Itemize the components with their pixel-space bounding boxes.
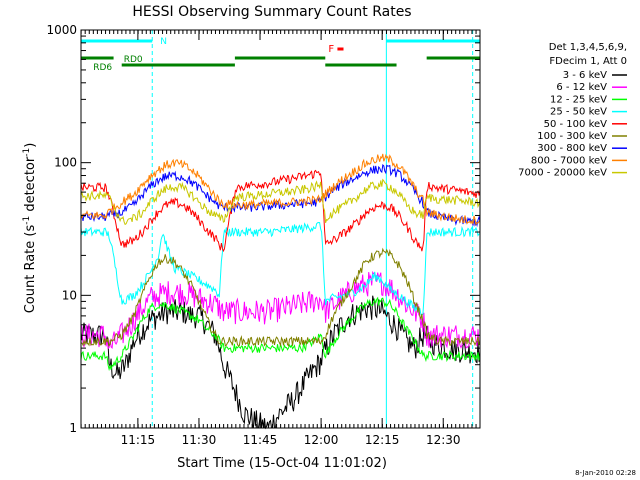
y-tick-label: 10 — [62, 288, 77, 302]
series-line — [80, 178, 481, 226]
axes: 1 10 100 1000 11:15 11:30 11:45 12:00 12:15 12:30 — [46, 23, 480, 447]
flare-label: F — [328, 44, 334, 55]
attenuator-label: N — [160, 37, 167, 47]
legend-entry-label: 6 - 12 keV — [556, 82, 607, 93]
x-tick-label: 12:30 — [426, 433, 461, 447]
legend-entry-label: 7000 - 20000 keV — [518, 168, 607, 179]
y-tick-label: 100 — [54, 156, 77, 170]
x-tick-label: 12:15 — [365, 433, 400, 447]
x-tick-label: 12:00 — [304, 433, 339, 447]
series-line — [80, 247, 481, 347]
x-tick-label: 11:45 — [243, 433, 278, 447]
rd0-label: RD0 — [124, 55, 143, 65]
series-line — [80, 221, 480, 316]
y-tick-label: 1000 — [46, 23, 77, 37]
legend-entry-label: 800 - 7000 keV — [531, 155, 607, 166]
legend-header: Det 1,3,4,5,6,9, — [549, 42, 627, 53]
legend-entry-label: 50 - 100 keV — [544, 119, 608, 130]
legend-entry-label: 300 - 800 keV — [537, 143, 607, 154]
legend-entry-label: 100 - 300 keV — [537, 131, 607, 142]
series-line — [80, 295, 481, 430]
chart-title: HESSI Observing Summary Count Rates — [132, 4, 411, 20]
series-line — [80, 169, 481, 253]
y-axis-label: Count Rate (s-1 detector-1) — [22, 143, 38, 314]
x-tick-label: 11:15 — [121, 433, 156, 447]
x-axis-label: Start Time (15-Oct-04 11:01:02) — [177, 456, 387, 471]
plot-area: N F RD0 RD6 — [80, 30, 481, 430]
legend-entry-label: 3 - 6 keV — [563, 70, 607, 81]
rd6-label: RD6 — [93, 63, 112, 73]
x-tick-label: 11:30 — [182, 433, 217, 447]
timestamp: 8-Jan-2010 02:28 — [575, 469, 636, 477]
series-line — [80, 153, 481, 227]
plot-frame — [80, 29, 481, 429]
legend-header: FDecim 1, Att 0 — [549, 56, 627, 67]
legend-entry-label: 12 - 25 keV — [550, 94, 607, 105]
legend-entry-label: 25 - 50 keV — [550, 107, 607, 118]
legend: Det 1,3,4,5,6,9, FDecim 1, Att 0 3 - 6 keV… — [518, 42, 627, 179]
series-line — [80, 270, 481, 350]
y-tick-label: 1 — [69, 421, 77, 435]
